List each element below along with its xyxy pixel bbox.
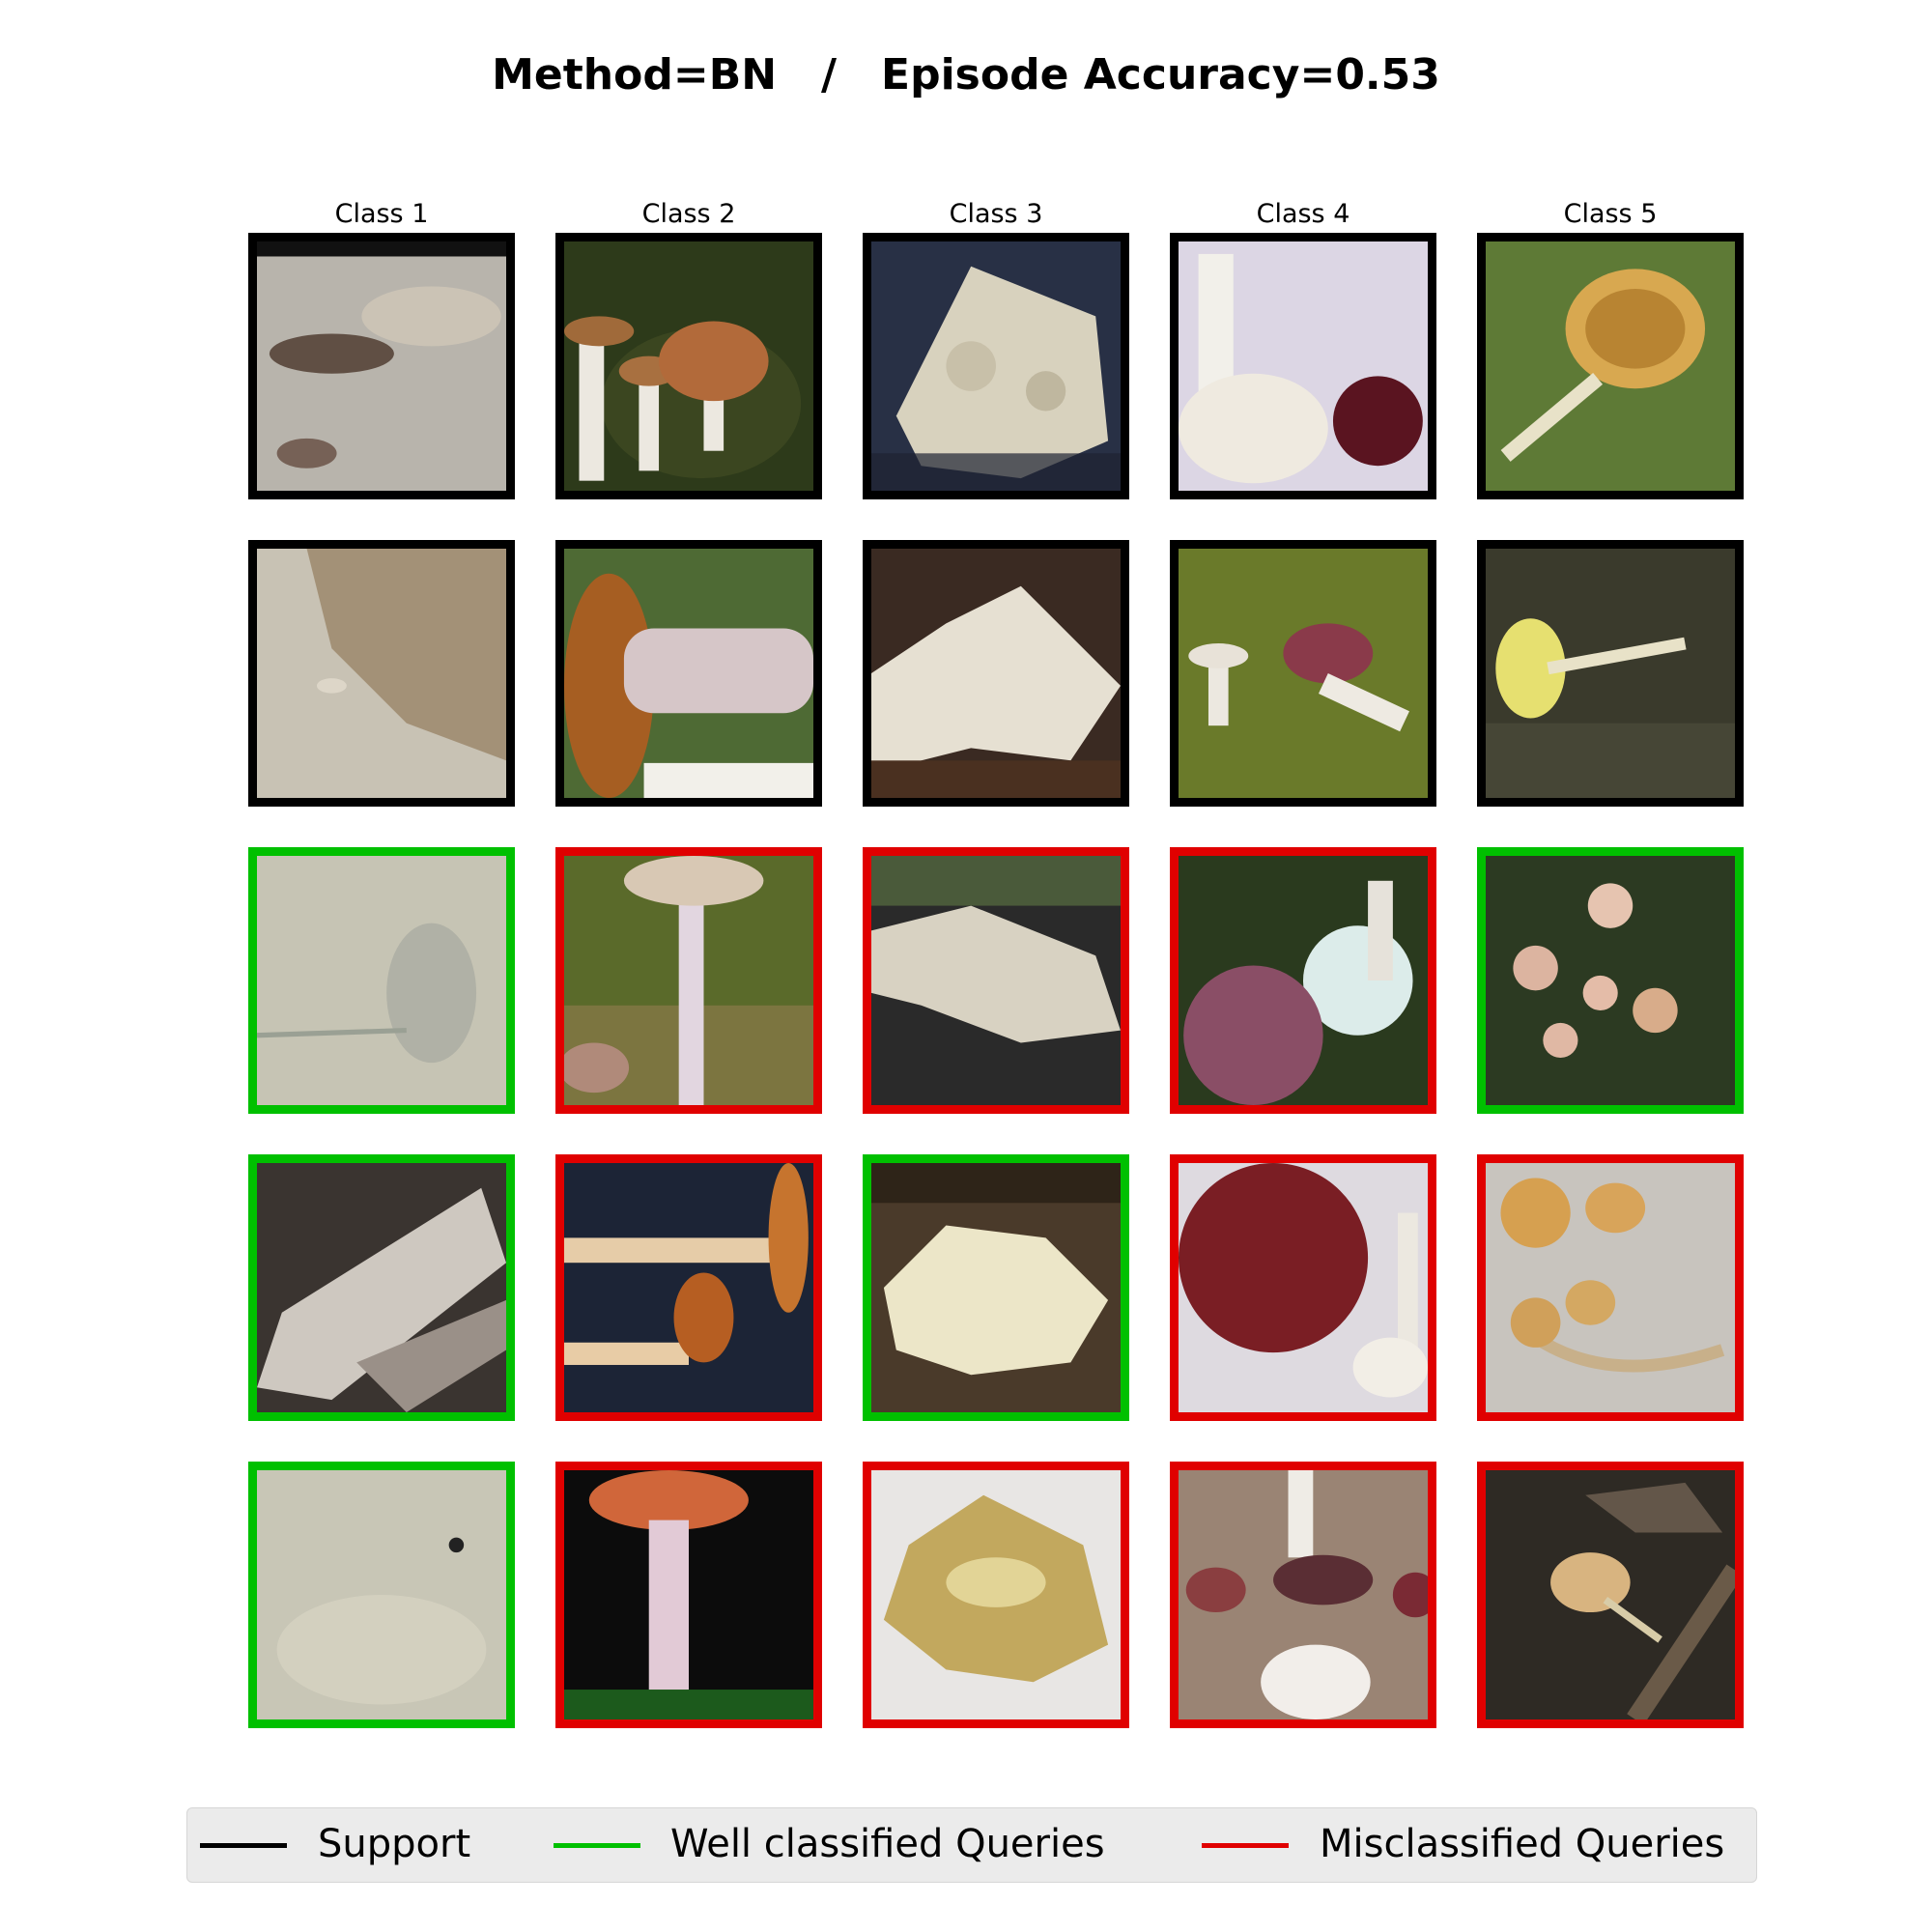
mushroom-image	[871, 1163, 1121, 1412]
image-tile	[248, 1462, 515, 1728]
mushroom-image	[1179, 1163, 1428, 1412]
column-label-class-5: Class 5	[1563, 199, 1658, 229]
mushroom-image	[1179, 242, 1428, 491]
mushroom-image	[257, 856, 506, 1105]
image-tile	[248, 540, 515, 807]
column-label-class-3: Class 3	[949, 199, 1043, 229]
image-tile	[863, 1154, 1129, 1421]
mushroom-image	[257, 549, 506, 798]
mushroom-image	[1486, 1470, 1735, 1719]
mushroom-image	[1486, 549, 1735, 798]
image-tile	[1477, 847, 1744, 1114]
image-tile	[248, 1154, 515, 1421]
image-tile	[248, 847, 515, 1114]
legend: Support Well classified Queries Misclass…	[186, 1807, 1757, 1883]
column-label-class-2: Class 2	[641, 199, 736, 229]
mushroom-image	[871, 1470, 1121, 1719]
image-tile	[863, 540, 1129, 807]
mushroom-image	[871, 856, 1121, 1105]
image-tile	[555, 233, 822, 499]
image-tile	[863, 1462, 1129, 1728]
image-tile	[1170, 847, 1436, 1114]
legend-label-well-classified: Well classified Queries	[670, 1822, 1105, 1866]
image-tile	[555, 540, 822, 807]
legend-line-misclassified	[1202, 1843, 1289, 1848]
mushroom-image	[257, 242, 506, 491]
image-tile	[863, 233, 1129, 499]
mushroom-image	[1486, 1163, 1735, 1412]
mushroom-image	[1179, 549, 1428, 798]
image-tile	[248, 233, 515, 499]
image-tile	[863, 847, 1129, 1114]
mushroom-image	[564, 1163, 813, 1412]
column-label-class-4: Class 4	[1256, 199, 1350, 229]
image-tile	[555, 1462, 822, 1728]
mushroom-image	[871, 549, 1121, 798]
image-tile	[1477, 1462, 1744, 1728]
mushroom-image	[257, 1470, 506, 1719]
mushroom-image	[1486, 856, 1735, 1105]
mushroom-image	[564, 856, 813, 1105]
figure-title: Method=BN / Episode Accuracy=0.53	[492, 50, 1440, 99]
mushroom-image	[564, 1470, 813, 1719]
mushroom-image	[1486, 242, 1735, 491]
mushroom-image	[871, 242, 1121, 491]
mushroom-image	[257, 1163, 506, 1412]
image-tile	[1170, 233, 1436, 499]
legend-line-support	[200, 1843, 287, 1848]
image-tile	[1477, 1154, 1744, 1421]
image-tile	[1170, 1154, 1436, 1421]
image-tile	[1170, 1462, 1436, 1728]
image-tile	[1170, 540, 1436, 807]
image-tile	[555, 847, 822, 1114]
image-tile	[1477, 233, 1744, 499]
legend-line-well-classified	[554, 1843, 640, 1848]
column-label-class-1: Class 1	[334, 199, 429, 229]
mushroom-image	[564, 549, 813, 798]
image-tile	[555, 1154, 822, 1421]
legend-label-misclassified: Misclassified Queries	[1320, 1822, 1725, 1866]
image-tile	[1477, 540, 1744, 807]
legend-label-support: Support	[318, 1822, 471, 1866]
mushroom-image	[1179, 1470, 1428, 1719]
mushroom-image	[564, 242, 813, 491]
mushroom-image	[1179, 856, 1428, 1105]
